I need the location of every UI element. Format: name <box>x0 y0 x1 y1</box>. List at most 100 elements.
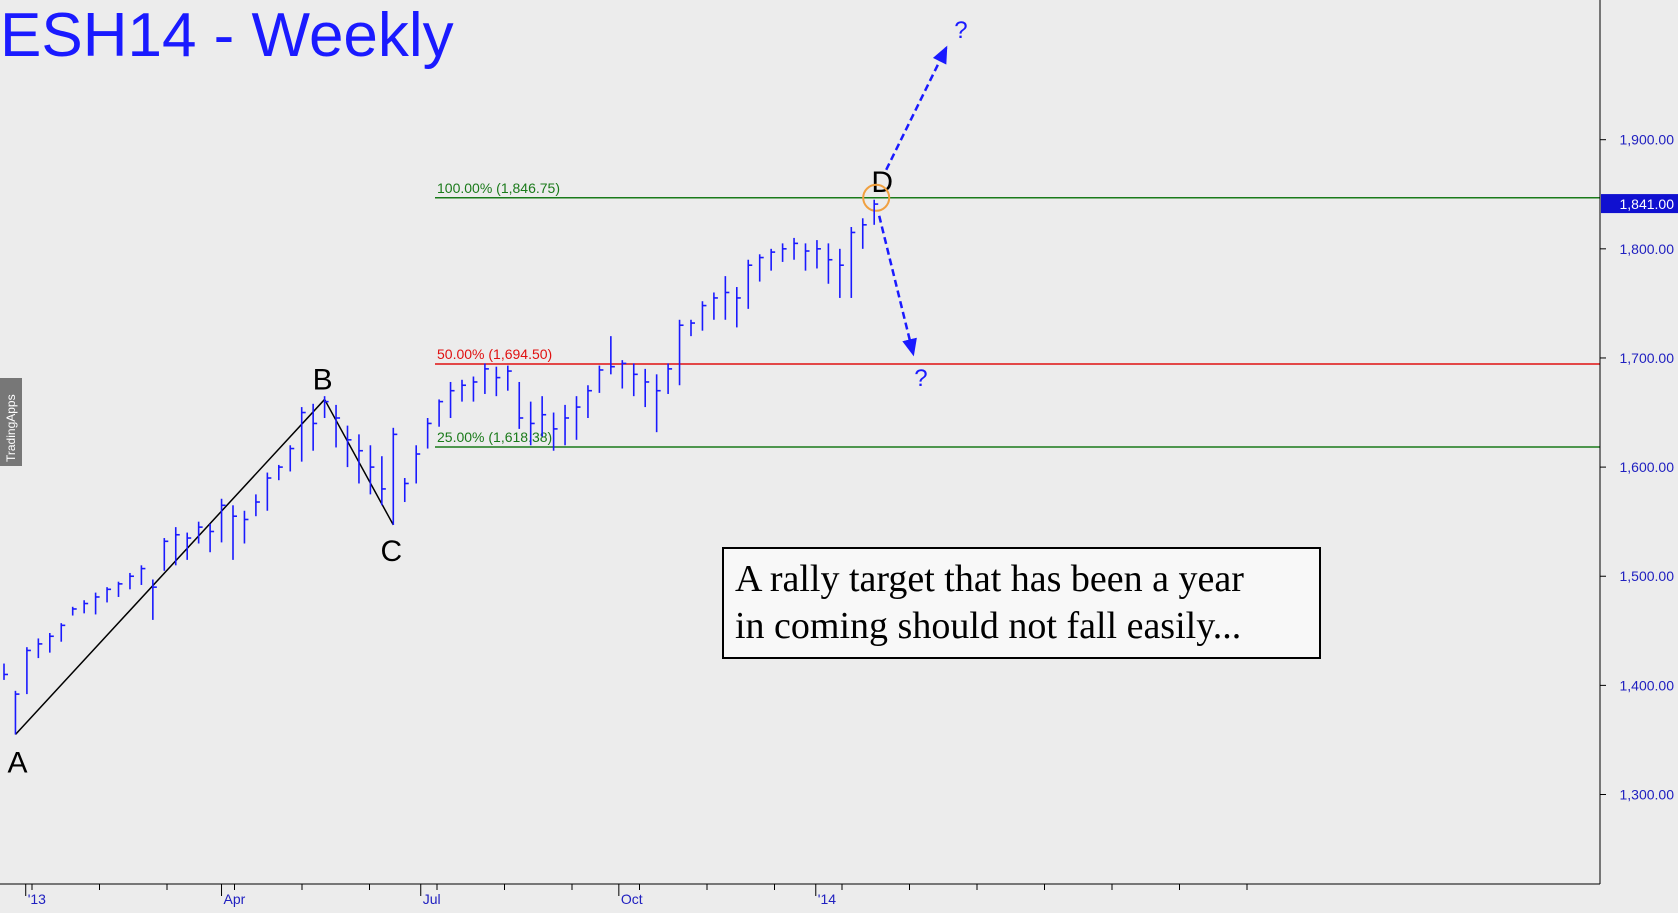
ohlc-bar-5 <box>60 623 66 642</box>
ohlc-bar-48 <box>552 412 558 451</box>
ohlc-bar-40 <box>461 379 466 402</box>
ohlc-bar-57 <box>655 374 661 433</box>
projection-up-label: ? <box>954 17 967 44</box>
ohlc-bar-34 <box>392 427 398 525</box>
ohlc-bar-33 <box>381 456 386 506</box>
ohlc-bar-69 <box>793 237 799 260</box>
annotation-box: A rally target that has been a year in c… <box>722 547 1321 659</box>
ohlc-bar-50 <box>575 396 581 440</box>
watermark-tab <box>0 378 22 466</box>
ohlc-bar-53 <box>610 336 615 375</box>
ohlc-bar-20 <box>232 505 237 560</box>
ohlc-bar-54 <box>621 360 627 389</box>
y-tick-label-3: 1,600.00 <box>1620 459 1675 475</box>
ohlc-bar-0 <box>3 663 8 680</box>
pattern-leg-0 <box>14 398 326 735</box>
ohlc-bar-13 <box>152 579 157 620</box>
ohlc-bar-60 <box>690 319 695 337</box>
ohlc-bar-74 <box>850 227 856 298</box>
y-tick-label-1: 1,400.00 <box>1620 677 1675 693</box>
ohlc-bar-7 <box>83 600 89 614</box>
watermark: TradingApps <box>0 378 22 466</box>
last-price-marker <box>1601 194 1678 214</box>
pattern-point-C: C <box>380 535 402 568</box>
chart-title: ESH14 - Weekly <box>0 1 454 70</box>
ohlc-bar-71 <box>816 240 821 269</box>
ohlc-bar-43 <box>495 366 501 397</box>
ohlc-bar-62 <box>713 292 718 320</box>
x-tick-label-2: Jul <box>423 891 441 907</box>
ohlc-bar-27 <box>312 403 318 451</box>
ohlc-bar-52 <box>598 365 604 393</box>
ohlc-bar-42 <box>484 363 489 394</box>
time-axis-ticks: '13 Apr Jul Oct '14 <box>25 884 1248 907</box>
ohlc-bar-23 <box>266 472 272 511</box>
ohlc-bar-67 <box>770 248 776 271</box>
pattern-point-B: B <box>313 363 333 396</box>
x-tick-label-1: Apr <box>224 891 246 907</box>
right-price-axis: 1,300.00 1,400.00 1,500.00 1,600.00 1,700.00… <box>1599 0 1678 884</box>
level-label-2: 25.00% (1,618.38) <box>437 429 552 445</box>
ohlc-bar-41 <box>472 376 478 402</box>
ohlc-bar-10 <box>117 581 123 597</box>
time-axis: '13 Apr Jul Oct '14 <box>0 883 1600 907</box>
ohlc-bar-19 <box>220 498 226 543</box>
ohlc-bar-56 <box>644 368 650 408</box>
projection-down-arrow <box>877 215 917 357</box>
ohlc-bar-47 <box>541 396 547 437</box>
ohlc-bar-8 <box>94 592 100 615</box>
ohlc-bar-28 <box>323 396 329 418</box>
annotation-frame <box>722 547 1321 659</box>
ohlc-bar-76 <box>873 199 879 225</box>
projection-arrows: ?? <box>877 17 968 392</box>
ohlc-bar-9 <box>106 587 112 603</box>
ohlc-bar-73 <box>839 248 844 298</box>
ohlc-bar-51 <box>587 385 592 418</box>
annotation-line-1: A rally target that has been a year <box>735 558 1244 600</box>
ohlc-bar-18 <box>209 523 215 553</box>
ohlc-bar-39 <box>449 381 455 418</box>
y-tick-label-2: 1,500.00 <box>1620 568 1675 584</box>
ohlc-bar-22 <box>255 494 260 517</box>
last-price-label: 1,841.00 <box>1620 196 1675 212</box>
ohlc-bars <box>3 199 879 735</box>
annotation-line-2: in coming should not fall easily... <box>735 605 1241 647</box>
ohlc-bar-61 <box>701 301 707 331</box>
ohlc-bar-24 <box>277 464 283 481</box>
ohlc-bar-59 <box>678 319 684 386</box>
ohlc-bar-58 <box>667 363 673 394</box>
ohlc-bar-1 <box>14 690 20 735</box>
ohlc-bar-37 <box>426 417 432 449</box>
projection-up-arrow <box>885 45 948 171</box>
ohlc-bar-26 <box>300 407 306 462</box>
ohlc-bar-32 <box>369 445 375 495</box>
y-tick-label-0: 1,300.00 <box>1620 787 1675 803</box>
ohlc-bar-4 <box>48 632 54 653</box>
pattern-point-A: A <box>7 746 27 779</box>
ohlc-bar-11 <box>129 572 134 590</box>
ohlc-bar-2 <box>26 647 31 695</box>
level-label-0: 100.00% (1,846.75) <box>437 180 560 196</box>
x-tick-label-4: '14 <box>818 891 836 907</box>
ohlc-bar-12 <box>140 565 146 585</box>
x-tick-label-3: Oct <box>621 891 643 907</box>
ohlc-bar-65 <box>747 259 753 309</box>
y-tick-label-4: 1,700.00 <box>1620 350 1675 366</box>
ohlc-bar-55 <box>632 363 638 397</box>
watermark-text: TradingApps <box>4 394 18 462</box>
pattern-point-D: D <box>871 166 893 199</box>
ohlc-bar-66 <box>758 254 764 282</box>
ohlc-bar-16 <box>186 532 192 560</box>
price-axis-ticks: 1,300.00 1,400.00 1,500.00 1,600.00 1,700.00… <box>1600 132 1674 803</box>
fibonacci-levels: 100.00% (1,846.75) 50.00% (1,694.50) 25.00… <box>435 180 1600 448</box>
y-tick-label-5: 1,800.00 <box>1620 241 1675 257</box>
ohlc-bar-75 <box>861 218 867 249</box>
ohlc-bar-15 <box>174 527 180 566</box>
ohlc-bar-64 <box>735 287 741 328</box>
ohlc-bar-35 <box>403 478 409 503</box>
ohlc-bar-44 <box>506 365 512 391</box>
level-label-1: 50.00% (1,694.50) <box>437 346 552 362</box>
